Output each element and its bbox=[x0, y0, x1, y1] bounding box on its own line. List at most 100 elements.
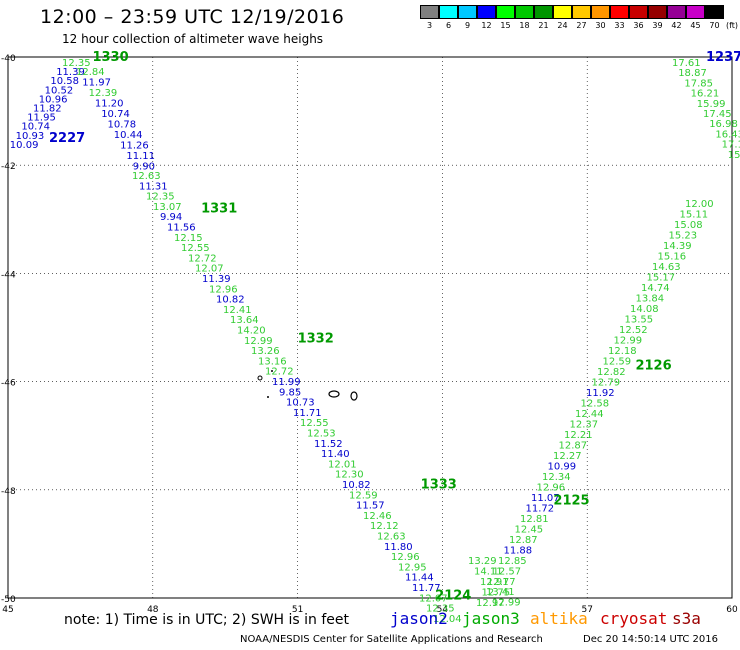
scale-swatch bbox=[704, 5, 724, 19]
map-frame bbox=[7, 56, 733, 599]
swh-value-label: 12.01 bbox=[328, 459, 357, 470]
legend-altika: altika bbox=[530, 609, 588, 628]
swh-value-label: 12.59 bbox=[603, 357, 632, 368]
swh-value-label: 12.46 bbox=[363, 511, 392, 522]
swh-value-label: 10.93 bbox=[16, 131, 45, 142]
swh-value-label: 12.99 bbox=[492, 598, 521, 609]
legend-cryosat: cryosat bbox=[600, 609, 668, 628]
swh-value-label: 11.39 bbox=[202, 274, 231, 285]
scale-swatch bbox=[666, 5, 686, 19]
swh-value-label: 11.52 bbox=[314, 439, 343, 450]
swh-value-label: 12.95 bbox=[398, 562, 427, 573]
swh-value-label: 12.97 bbox=[476, 598, 505, 609]
map-title: 12:00 – 23:59 UTC 12/19/2016 bbox=[40, 6, 345, 28]
swh-value-label: 12.53 bbox=[307, 429, 336, 440]
swh-value-label: 12.35 bbox=[146, 192, 175, 203]
swh-value-label: 12.04 bbox=[433, 614, 462, 625]
swh-value-label: 12.57 bbox=[493, 567, 522, 578]
scale-bin: 12 bbox=[476, 5, 496, 30]
island-outline bbox=[350, 391, 358, 401]
swh-value-label: 12.85 bbox=[498, 556, 527, 567]
track-id-label: 2126 bbox=[635, 358, 671, 373]
scale-swatch bbox=[685, 5, 705, 19]
island-outline bbox=[328, 390, 340, 398]
scale-swatch bbox=[457, 5, 477, 19]
scale-swatch bbox=[590, 5, 610, 19]
swh-value-label: 17.45 bbox=[703, 109, 732, 120]
swh-value-label: 11.11 bbox=[126, 151, 155, 162]
swh-value-label: 13.64 bbox=[230, 315, 259, 326]
swh-value-label: 12.44 bbox=[575, 409, 604, 420]
swh-value-label: 12.12 bbox=[370, 521, 399, 532]
island-outline bbox=[267, 396, 269, 398]
scale-bin: 9 bbox=[457, 5, 477, 30]
lat-tick-label: -44 bbox=[1, 270, 16, 280]
scale-swatch bbox=[476, 5, 496, 19]
swh-value-label: 14.20 bbox=[237, 326, 266, 337]
swh-value-label: 11.88 bbox=[504, 546, 533, 557]
swh-value-label: 12.35 bbox=[62, 58, 91, 69]
scale-label: 70 bbox=[709, 21, 720, 30]
swh-value-label: 10.52 bbox=[45, 85, 74, 96]
scale-bin: 36 bbox=[628, 5, 648, 30]
swh-value-label: 15.08 bbox=[674, 220, 703, 231]
swh-value-label: 16.98 bbox=[709, 119, 738, 130]
swh-value-label: 12.72 bbox=[188, 253, 217, 264]
swh-value-label: 12.30 bbox=[335, 470, 364, 481]
swh-value-label: 12.55 bbox=[300, 418, 329, 429]
swh-value-label: 11.82 bbox=[33, 104, 62, 115]
map-subtitle: 12 hour collection of altimeter wave hei… bbox=[62, 32, 324, 46]
swh-value-label: 12.96 bbox=[537, 483, 566, 494]
swh-value-label: 12.77 bbox=[487, 577, 516, 588]
scale-label: 15 bbox=[500, 21, 511, 30]
swh-value-label: 11.07 bbox=[531, 493, 560, 504]
swh-value-label: 15.85 bbox=[728, 150, 740, 161]
scale-label: 6 bbox=[445, 21, 452, 30]
swh-value-label: 13.26 bbox=[251, 346, 280, 357]
swh-value-label: 15.16 bbox=[658, 252, 687, 263]
swh-value-label: 18.87 bbox=[678, 68, 707, 79]
lat-tick-label: -46 bbox=[1, 379, 16, 389]
legend-s3a: s3a bbox=[672, 609, 701, 628]
wave-height-color-scale: 3 6 9 12 15 18 21 24 27 30 33 36 39 42 45 70 (ft) bbox=[419, 5, 738, 30]
scale-label: 21 bbox=[538, 21, 549, 30]
swh-value-label: 12.15 bbox=[174, 233, 203, 244]
swh-value-label: 15.17 bbox=[647, 273, 676, 284]
swh-value-label: 12.81 bbox=[520, 514, 549, 525]
swh-value-label: 13.41 bbox=[486, 587, 515, 598]
swh-value-label: 16.43 bbox=[715, 129, 740, 140]
swh-value-label: 12.96 bbox=[209, 284, 238, 295]
scale-swatch bbox=[647, 5, 667, 19]
swh-value-label: 11.95 bbox=[27, 113, 56, 124]
scale-label: 12 bbox=[481, 21, 492, 30]
scale-label: 42 bbox=[671, 21, 682, 30]
scale-swatch bbox=[552, 5, 572, 19]
swh-value-label: 12.37 bbox=[570, 420, 599, 431]
footer-credit: NOAA/NESDIS Center for Satellite Applica… bbox=[240, 634, 543, 645]
swh-value-label: 11.99 bbox=[272, 377, 301, 388]
swh-value-label: 15.99 bbox=[697, 99, 726, 110]
scale-label: 3 bbox=[426, 21, 433, 30]
swh-value-label: 12.91 bbox=[480, 577, 509, 588]
swh-value-label: 11.80 bbox=[384, 542, 413, 553]
swh-value-label: 11.20 bbox=[95, 99, 124, 110]
scale-bin: 30 bbox=[590, 5, 610, 30]
swh-value-label: 14.63 bbox=[652, 262, 681, 273]
swh-value-label: 11.72 bbox=[526, 504, 555, 515]
swh-value-label: 11.57 bbox=[356, 501, 385, 512]
swh-value-label: 12.07 bbox=[195, 264, 224, 275]
swh-value-label: 12.84 bbox=[76, 67, 105, 78]
scale-bin: 21 bbox=[533, 5, 553, 30]
swh-value-label: 12.87 bbox=[509, 535, 538, 546]
swh-value-label: 12.45 bbox=[515, 525, 544, 536]
swh-value-label: 9.85 bbox=[279, 387, 301, 398]
swh-value-label: 12.75 bbox=[482, 588, 511, 599]
swh-value-label: 12.96 bbox=[391, 552, 420, 563]
scale-label: 30 bbox=[595, 21, 606, 30]
swh-value-label: 10.58 bbox=[50, 76, 79, 87]
scale-bin: 70 bbox=[704, 5, 724, 30]
lat-tick-label: -40 bbox=[1, 54, 16, 64]
swh-value-label: 12.00 bbox=[685, 199, 714, 210]
scale-bin: 27 bbox=[571, 5, 591, 30]
swh-value-label: 15.11 bbox=[680, 210, 709, 221]
